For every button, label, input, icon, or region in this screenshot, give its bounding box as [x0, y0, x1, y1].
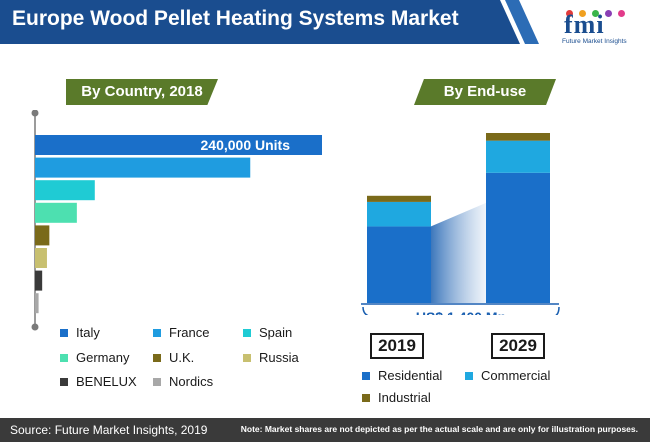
legend-swatch: [362, 393, 370, 402]
axis-top-dot-icon: [31, 110, 39, 117]
market-value-annotation: US$ 1,400 Mn: [416, 309, 506, 315]
bar-benelux: [35, 270, 43, 291]
growth-connector: [431, 202, 486, 303]
end-use-panel-title: By End-use: [414, 79, 556, 105]
legend-item-italy: Italy: [60, 325, 100, 340]
bar-spain: [35, 180, 95, 201]
legend-label: Commercial: [481, 368, 551, 383]
stack-2029-commercial: [486, 140, 550, 173]
legend-swatch: [60, 353, 68, 362]
header: Europe Wood Pellet Heating Systems Marke…: [0, 0, 650, 48]
bar-italy: [35, 135, 322, 155]
bracket-icon: [362, 306, 560, 315]
legend-swatch: [153, 328, 161, 337]
stack-2019-commercial: [367, 201, 431, 227]
title-banner: [0, 0, 520, 44]
legend-item-france: France: [153, 325, 209, 340]
stack-2019-industrial: [367, 195, 431, 202]
legend-swatch: [153, 353, 161, 362]
fmi-logo: fmi Future Market Insights: [560, 4, 646, 46]
bar-france: [35, 157, 251, 178]
legend-label: Germany: [76, 350, 130, 365]
legend-label: Residential: [378, 368, 443, 383]
logo-dots-icon: [566, 4, 631, 17]
legend-swatch: [465, 371, 473, 380]
bar-germany: [35, 202, 77, 223]
legend-item-spain: Spain: [243, 325, 292, 340]
source-text: Source: Future Market Insights, 2019: [10, 423, 208, 437]
footer: Source: Future Market Insights, 2019 Not…: [0, 418, 650, 442]
bar-uk: [35, 225, 50, 246]
country-bar-chart: 240,000 Units: [31, 110, 322, 331]
stack-2019-residential: [367, 226, 431, 303]
legend-item-benelux: BENELUX: [60, 374, 137, 389]
legend-swatch: [60, 377, 68, 386]
legend-swatch: [60, 328, 68, 337]
legend-swatch: [243, 353, 251, 362]
legend-label: France: [169, 325, 210, 340]
country-panel-title: By Country, 2018: [66, 79, 218, 105]
axis-bottom-dot-icon: [31, 323, 39, 331]
page-title: Europe Wood Pellet Heating Systems Marke…: [12, 7, 459, 30]
disclaimer-note: Note: Market shares are not depicted as …: [240, 424, 638, 434]
legend-label: Italy: [76, 325, 100, 340]
bar-nordics: [35, 293, 39, 314]
legend-item-nordics: Nordics: [153, 374, 213, 389]
annotation-bg: [403, 307, 519, 315]
legend-swatch: [243, 328, 251, 337]
legend-label: Nordics: [169, 374, 214, 389]
legend-item-commercial: Commercial: [465, 368, 550, 383]
legend-swatch: [362, 371, 370, 380]
legend-label: Industrial: [378, 390, 431, 405]
legend-item-uk: U.K.: [153, 350, 194, 365]
year-label-2029: 2029: [491, 333, 545, 359]
legend-item-residential: Residential: [362, 368, 442, 383]
logo-text: fmi: [564, 10, 605, 39]
logo-subtitle: Future Market Insights: [562, 38, 627, 45]
legend-label: BENELUX: [76, 374, 137, 389]
stack-2029-residential: [486, 172, 550, 303]
legend-label: Russia: [259, 350, 299, 365]
italy-data-label: 240,000 Units: [201, 137, 291, 153]
end-use-stacked-chart: US$ 1,400 Mn: [361, 133, 560, 315]
legend-swatch: [153, 377, 161, 386]
stack-2029-industrial: [486, 133, 550, 141]
legend-item-industrial: Industrial: [362, 390, 431, 405]
legend-item-germany: Germany: [60, 350, 129, 365]
legend-item-russia: Russia: [243, 350, 299, 365]
bar-russia: [35, 248, 47, 268]
year-label-2019: 2019: [370, 333, 424, 359]
legend-label: Spain: [259, 325, 293, 340]
legend-label: U.K.: [169, 350, 195, 365]
